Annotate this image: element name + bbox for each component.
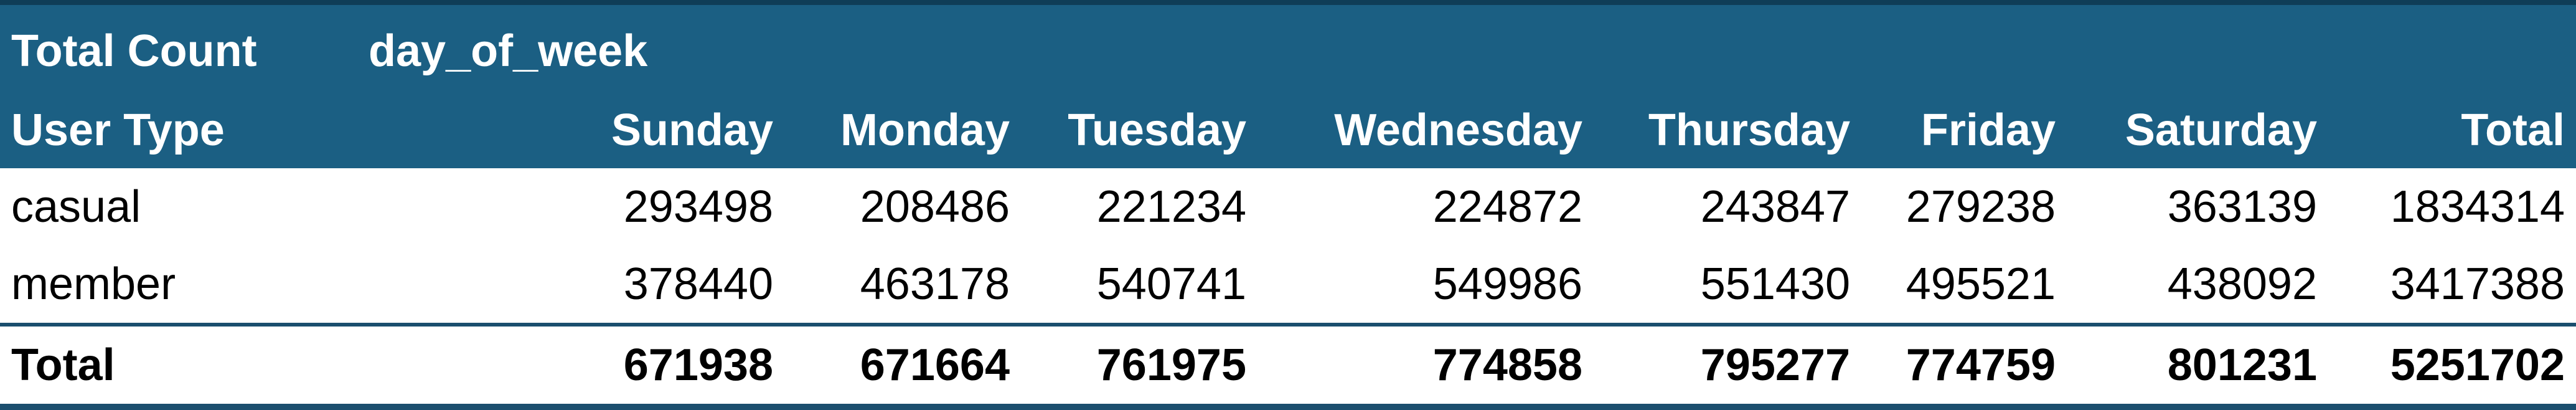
table-cell[interactable]: 378440 xyxy=(623,259,773,309)
total-cell[interactable]: 795277 xyxy=(1594,323,1861,410)
table-cell[interactable]: 438092 xyxy=(2167,259,2317,309)
values-field-label[interactable]: Total Count xyxy=(0,0,349,92)
table-cell[interactable]: 551430 xyxy=(1700,259,1850,309)
table-row: member 378440 463178 540741 549986 55143… xyxy=(0,246,2576,325)
row-total-cell[interactable]: 3417388 xyxy=(2390,259,2565,309)
total-cell[interactable]: 671938 xyxy=(349,323,784,410)
table-cell[interactable]: 221234 xyxy=(1096,182,1246,232)
column-header-total[interactable]: Total xyxy=(2461,105,2565,155)
column-header-tuesday[interactable]: Tuesday xyxy=(1068,105,1246,155)
row-field-label[interactable]: User Type xyxy=(11,105,225,155)
grand-total-label[interactable]: Total xyxy=(0,323,349,410)
row-total-cell[interactable]: 1834314 xyxy=(2390,182,2565,232)
column-header-friday[interactable]: Friday xyxy=(1920,105,2056,155)
table-cell[interactable]: 243847 xyxy=(1700,182,1850,232)
row-label-member[interactable]: member xyxy=(11,259,176,309)
table-cell[interactable]: 224872 xyxy=(1432,182,1582,232)
column-header-saturday[interactable]: Saturday xyxy=(2125,105,2317,155)
pivot-header-row-2: User Type Sunday Monday Tuesday Wednesda… xyxy=(0,92,2576,168)
total-cell[interactable]: 671664 xyxy=(784,323,1021,410)
column-header-monday[interactable]: Monday xyxy=(840,105,1010,155)
total-cell[interactable]: 774759 xyxy=(1861,323,2067,410)
table-cell[interactable]: 549986 xyxy=(1432,259,1582,309)
table-cell[interactable]: 279238 xyxy=(1906,182,2056,232)
grand-total-cell[interactable]: 5251702 xyxy=(2328,323,2576,410)
table-row: casual 293498 208486 221234 224872 24384… xyxy=(0,168,2576,246)
column-field-label[interactable]: day_of_week xyxy=(349,0,2576,92)
table-cell[interactable]: 363139 xyxy=(2167,182,2317,232)
total-cell[interactable]: 761975 xyxy=(1021,323,1257,410)
pivot-header-row-1: Total Count day_of_week xyxy=(0,0,2576,92)
column-header-wednesday[interactable]: Wednesday xyxy=(1334,105,1582,155)
table-cell[interactable]: 540741 xyxy=(1096,259,1246,309)
total-cell[interactable]: 801231 xyxy=(2067,323,2328,410)
grand-total-row: Total 671938 671664 761975 774858 795277… xyxy=(0,323,2576,410)
column-header-thursday[interactable]: Thursday xyxy=(1648,105,1850,155)
table-cell[interactable]: 293498 xyxy=(623,182,773,232)
table-cell[interactable]: 495521 xyxy=(1906,259,2056,309)
column-header-sunday[interactable]: Sunday xyxy=(611,105,773,155)
table-cell[interactable]: 208486 xyxy=(860,182,1010,232)
total-cell[interactable]: 774858 xyxy=(1257,323,1594,410)
row-label-casual[interactable]: casual xyxy=(11,182,141,232)
table-cell[interactable]: 463178 xyxy=(860,259,1010,309)
